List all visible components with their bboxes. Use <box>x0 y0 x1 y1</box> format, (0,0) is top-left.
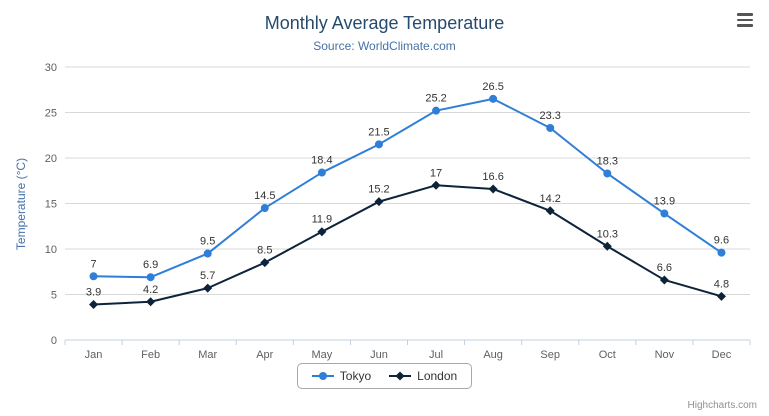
data-label: 15.2 <box>368 184 389 196</box>
series-line-tokyo[interactable] <box>93 97 723 279</box>
y-axis-title: Temperature (°C) <box>14 158 28 250</box>
y-tick-label: 10 <box>45 244 57 256</box>
grid-layer <box>65 66 750 341</box>
legend-box: Tokyo London <box>296 363 473 389</box>
data-label: 7 <box>90 258 96 270</box>
data-label: 13.9 <box>654 196 675 208</box>
hamburger-icon <box>737 13 753 16</box>
legend-label: Tokyo <box>339 369 372 383</box>
data-label: 5.7 <box>200 270 215 282</box>
data-point-marker[interactable] <box>659 275 669 285</box>
data-point-marker[interactable] <box>716 291 726 301</box>
series-line-london[interactable] <box>93 184 722 306</box>
data-label: 4.2 <box>143 284 158 296</box>
x-tick-label: Dec <box>712 349 732 361</box>
data-point-marker[interactable] <box>488 184 498 194</box>
data-label: 14.2 <box>539 193 560 205</box>
chart-title: Monthly Average Temperature <box>264 13 505 33</box>
data-point-marker[interactable] <box>545 206 555 216</box>
data-point-marker[interactable] <box>431 180 441 190</box>
y-tick-label: 5 <box>51 290 57 302</box>
data-label: 23.3 <box>539 110 560 122</box>
data-point-marker[interactable] <box>546 123 555 132</box>
y-tick-label: 15 <box>45 199 57 211</box>
x-tick-label: Apr <box>256 349 273 361</box>
legend-symbol-circle-icon <box>311 372 334 380</box>
x-tick-label: Oct <box>599 349 616 361</box>
data-point-marker[interactable] <box>146 297 156 307</box>
data-point-marker[interactable] <box>146 273 155 282</box>
export-menu-button[interactable] <box>735 11 755 29</box>
legend: Tokyo London <box>0 363 769 389</box>
data-label: 18.4 <box>311 155 332 167</box>
data-point-marker[interactable] <box>717 248 726 257</box>
data-label: 25.2 <box>425 93 446 105</box>
data-label: 6.9 <box>143 259 158 271</box>
data-point-marker[interactable] <box>317 168 326 177</box>
legend-item-london[interactable]: London <box>389 369 457 383</box>
x-tick-label: Mar <box>198 349 217 361</box>
data-point-marker[interactable] <box>203 283 213 293</box>
data-label: 9.6 <box>714 235 729 247</box>
hamburger-icon <box>737 18 753 22</box>
x-tick-label: Aug <box>483 349 503 361</box>
x-tick-label: May <box>311 349 332 361</box>
data-point-marker[interactable] <box>603 169 612 178</box>
x-tick-label: Jul <box>429 349 443 361</box>
data-label: 18.3 <box>597 155 618 167</box>
x-tick-label: Feb <box>141 349 160 361</box>
data-point-marker[interactable] <box>660 209 669 218</box>
data-point-marker[interactable] <box>260 258 270 268</box>
data-point-marker[interactable] <box>374 197 384 207</box>
data-label: 4.8 <box>714 278 729 290</box>
data-point-marker[interactable] <box>374 140 383 149</box>
data-point-marker[interactable] <box>89 272 98 281</box>
data-label: 26.5 <box>482 81 503 93</box>
y-tick-label: 20 <box>45 153 57 165</box>
x-tick-label: Nov <box>655 349 675 361</box>
data-label: 11.9 <box>312 214 333 226</box>
data-point-marker[interactable] <box>317 227 327 237</box>
x-tick-label: Jun <box>370 349 388 361</box>
x-tick-label: Jan <box>85 349 103 361</box>
data-label: 14.5 <box>254 190 275 202</box>
y-tick-label: 25 <box>45 108 57 120</box>
legend-item-tokyo[interactable]: Tokyo <box>311 369 372 383</box>
x-tick-label: Sep <box>540 349 560 361</box>
data-label: 9.5 <box>200 236 215 248</box>
credits-link[interactable]: Highcharts.com <box>687 400 757 411</box>
data-label: 10.3 <box>597 228 618 240</box>
data-point-marker[interactable] <box>602 241 612 251</box>
hamburger-icon <box>737 24 753 28</box>
data-point-marker[interactable] <box>89 300 99 310</box>
data-point-marker[interactable] <box>432 106 441 115</box>
chart-subtitle: Source: WorldClimate.com <box>313 39 456 53</box>
y-tick-label: 30 <box>45 62 57 74</box>
data-label: 16.6 <box>482 171 503 183</box>
legend-symbol-diamond-icon <box>389 371 412 381</box>
data-label: 6.6 <box>657 262 672 274</box>
data-point-marker[interactable] <box>203 249 212 258</box>
data-label: 21.5 <box>368 126 389 138</box>
data-label: 8.5 <box>257 245 272 257</box>
series-layer: 7 6.9 9.5 14.5 18.4 21.5 25.2 26.5 23.3 18.3 13.9 9… <box>86 81 729 310</box>
data-point-marker[interactable] <box>489 94 498 103</box>
y-tick-label: 0 <box>51 335 57 347</box>
data-point-marker[interactable] <box>260 204 269 213</box>
axis-layer: 0 5 10 15 20 25 30 Jan Feb Mar Apr May Jun Jul Aug Sep O… <box>45 62 751 361</box>
data-label: 17 <box>430 167 442 179</box>
legend-label: London <box>417 369 458 383</box>
data-label: 3.9 <box>86 287 101 299</box>
